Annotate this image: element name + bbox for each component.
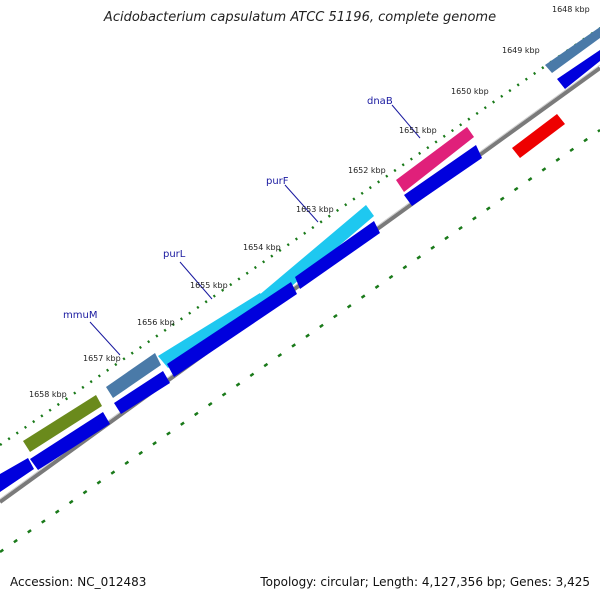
- reverse-feature-red[interactable]: [512, 114, 565, 158]
- cds-arrow[interactable]: [0, 458, 34, 492]
- tick-label-1648: 1648 kbp: [552, 5, 590, 14]
- feature-top-right-cluster[interactable]: [545, 27, 600, 73]
- tick-label-1650: 1650 kbp: [451, 87, 489, 96]
- accession-text: Accession: NC_012483: [10, 575, 147, 589]
- feature-purL-block[interactable]: [158, 293, 268, 368]
- tick-labels: 1648 kbp 1649 kbp 1650 kbp 1651 kbp 1652…: [29, 5, 590, 399]
- cds-arrow[interactable]: [295, 221, 380, 289]
- cds-arrow[interactable]: [30, 412, 110, 470]
- gene-label-purF[interactable]: purF: [266, 176, 289, 187]
- tick-label-1658: 1658 kbp: [29, 390, 67, 399]
- tick-label-1655: 1655 kbp: [190, 281, 228, 290]
- cds-arrow[interactable]: [167, 282, 297, 377]
- gene-labels: dnaB purF purL mmuM: [63, 96, 393, 321]
- gene-label-dnaB[interactable]: dnaB: [367, 96, 393, 107]
- tick-label-1653: 1653 kbp: [296, 205, 334, 214]
- feature-purF-block[interactable]: [258, 205, 374, 308]
- feature-olive-block[interactable]: [23, 395, 102, 452]
- tick-label-1649: 1649 kbp: [502, 46, 540, 55]
- cds-arrow[interactable]: [114, 371, 170, 414]
- gene-label-mmuM[interactable]: mmuM: [63, 310, 97, 321]
- cds-arrow[interactable]: [557, 50, 600, 89]
- gene-leader-lines: [89, 104, 421, 356]
- tick-label-1652: 1652 kbp: [348, 166, 386, 175]
- outer-tick-track: [0, 26, 600, 447]
- inner-tick-track: [0, 128, 600, 554]
- gene-label-purL[interactable]: purL: [163, 249, 186, 260]
- tick-label-1654: 1654 kbp: [243, 243, 281, 252]
- tick-label-1656: 1656 kbp: [137, 318, 175, 327]
- feature-dnaB-block[interactable]: [396, 127, 474, 192]
- map-title: Acidobacterium capsulatum ATCC 51196, co…: [103, 10, 497, 25]
- genome-summary-text: Topology: circular; Length: 4,127,356 bp…: [260, 575, 590, 589]
- feature-track-forward: [23, 27, 600, 452]
- tick-label-1657: 1657 kbp: [83, 354, 121, 363]
- cds-arrow[interactable]: [404, 145, 482, 206]
- cds-track: [0, 50, 600, 492]
- feature-mmuM-block[interactable]: [106, 353, 161, 398]
- tick-label-1651: 1651 kbp: [399, 126, 437, 135]
